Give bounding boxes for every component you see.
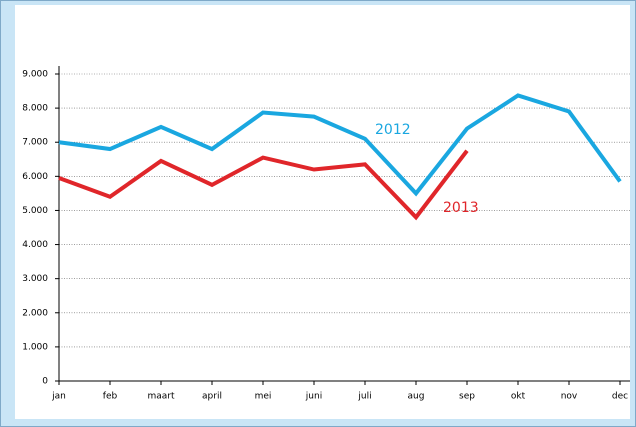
y-tick-label: 7.000 (22, 138, 48, 148)
y-tick-label: 5.000 (22, 206, 48, 216)
series-label: 2012 (375, 122, 411, 138)
y-tick-label: 1.000 (22, 342, 48, 352)
y-tick-label: 4.000 (22, 240, 48, 250)
x-tick-label: aug (408, 392, 425, 402)
series-label: 2013 (443, 200, 479, 216)
y-tick-label: 0 (42, 377, 48, 387)
y-tick-label: 3.000 (22, 274, 48, 284)
x-tick-label: april (202, 392, 222, 402)
x-tick-label: nov (561, 392, 578, 402)
x-tick-label: mei (255, 392, 272, 402)
panel (15, 5, 630, 419)
x-tick-label: sep (459, 392, 475, 402)
y-tick-label: 8.000 (22, 104, 48, 114)
y-tick-label: 6.000 (22, 172, 48, 182)
x-tick-label: maart (147, 392, 174, 402)
y-tick-label: 2.000 (22, 308, 48, 318)
x-tick-label: feb (103, 392, 118, 402)
x-tick-label: dec (612, 392, 628, 402)
series-line (58, 149, 469, 221)
series-line (58, 93, 622, 197)
x-tick-label: juni (305, 392, 322, 402)
x-tick-label: jan (51, 392, 66, 402)
y-tick-label: 9.000 (22, 70, 48, 80)
x-tick-label: okt (511, 392, 526, 402)
x-tick-label: juli (357, 392, 371, 402)
